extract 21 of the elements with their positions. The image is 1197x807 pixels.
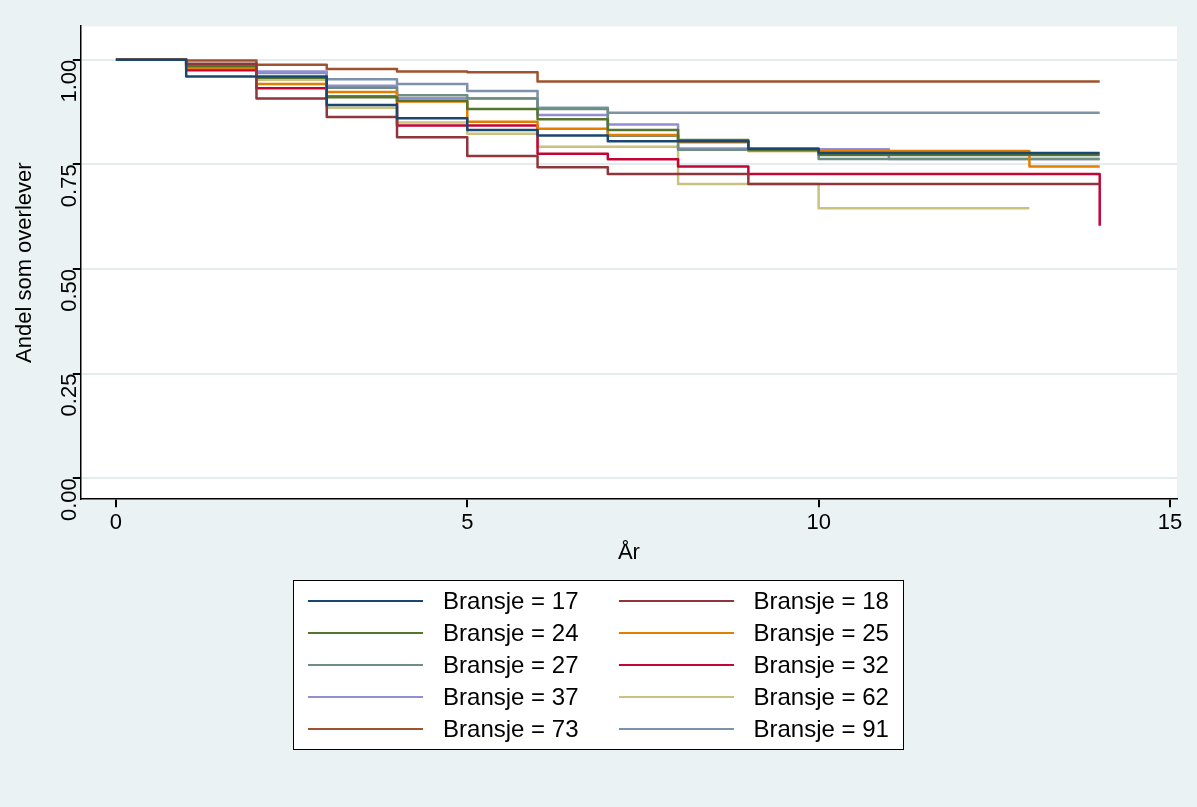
legend-label: Bransje = 91 [753, 715, 889, 743]
x-tick-label: 15 [1157, 509, 1183, 535]
y-tick-label: 0.00 [55, 478, 81, 522]
x-axis-title: År [617, 538, 640, 564]
legend-label: Bransje = 25 [753, 619, 889, 647]
y-tick-label: 0.25 [55, 373, 81, 417]
legend-label: Bransje = 73 [443, 715, 579, 743]
legend-label: Bransje = 18 [753, 587, 889, 615]
legend-label: Bransje = 24 [443, 619, 579, 647]
legend-label: Bransje = 32 [753, 651, 889, 679]
legend-label: Bransje = 27 [443, 651, 579, 679]
y-tick-label: 0.75 [55, 164, 81, 208]
x-tick-label: 0 [109, 509, 123, 535]
y-tick-label: 0.50 [55, 268, 81, 312]
legend-label: Bransje = 37 [443, 683, 579, 711]
y-axis-title: Andel som overlever [11, 162, 37, 363]
legend-label: Bransje = 62 [753, 683, 889, 711]
x-tick-label: 5 [461, 509, 474, 535]
x-tick-label: 10 [806, 509, 831, 535]
legend-label: Bransje = 17 [443, 587, 579, 615]
y-tick-label: 1.00 [55, 59, 81, 103]
